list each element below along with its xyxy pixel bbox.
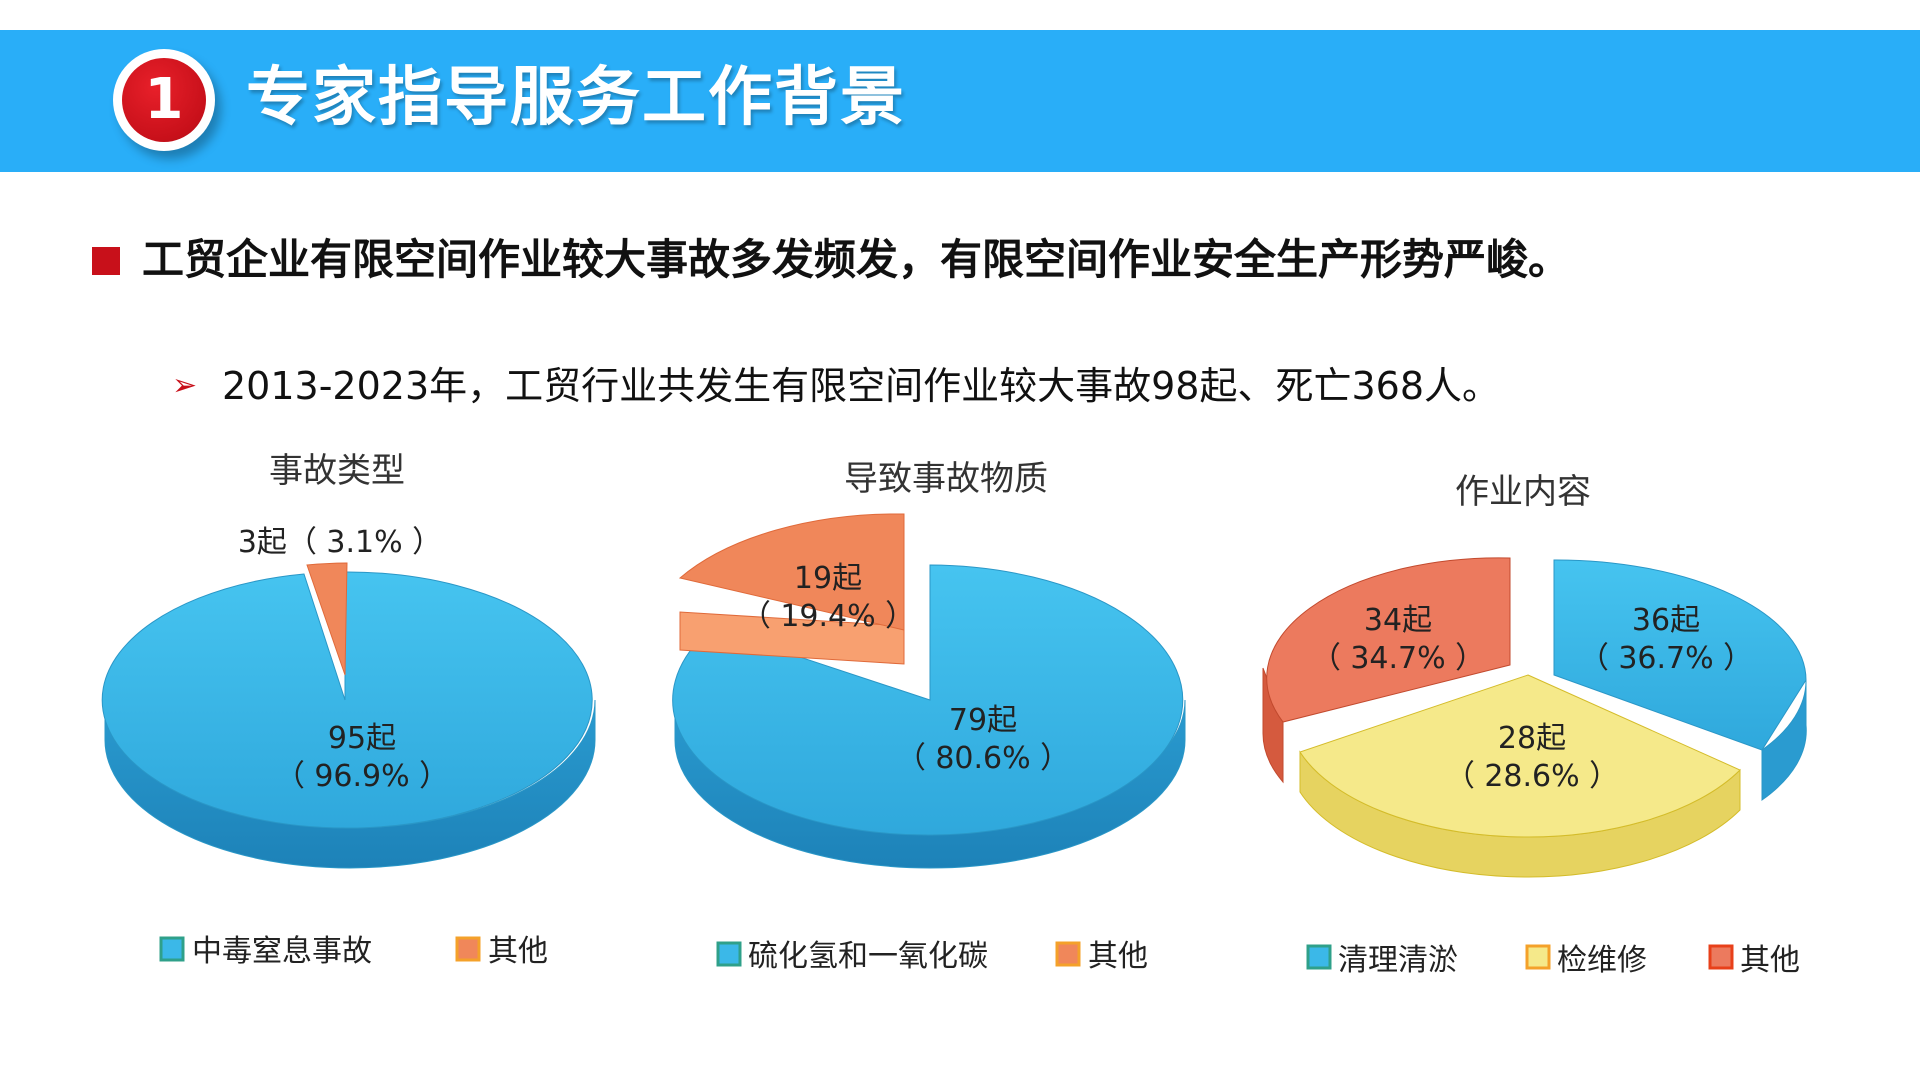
chart1-legend: 中毒窒息事故 其他	[159, 934, 548, 969]
chart3-slice-orange-pct: （ 34.7% ）	[1311, 641, 1485, 676]
chart3-slice-blue-side	[1761, 679, 1807, 801]
section-number-badge: 1	[113, 49, 215, 151]
chart1-slice-other-label: 3起（ 3.1% ）	[238, 525, 442, 560]
chart2-legend-label-1: 其他	[1088, 939, 1148, 974]
chart3-legend-label-1: 检维修	[1557, 943, 1647, 978]
chart2-slice-other-count: 19起	[794, 561, 862, 596]
chart2-slice-main-count: 79起	[949, 703, 1017, 738]
chart2-slice-other-side	[679, 611, 905, 665]
chart3-slice-orange	[1266, 557, 1511, 723]
chart3-slice-orange-count: 34起	[1364, 603, 1432, 638]
chart3-slice-yellow-pct: （ 28.6% ）	[1445, 759, 1619, 794]
chart2-legend-swatch-1	[1055, 941, 1081, 967]
chart2-slice-other	[678, 513, 905, 631]
chart1-slice-main-count: 95起	[328, 721, 396, 756]
chart3-slice-blue-count: 36起	[1632, 603, 1700, 638]
bullet-square-icon	[92, 247, 120, 275]
chart3-slice-blue-pct: （ 36.7% ）	[1579, 641, 1753, 676]
chart3-legend-label-0: 清理清淤	[1338, 943, 1458, 978]
chart3-legend-label-2: 其他	[1740, 943, 1800, 978]
section-number: 1	[122, 58, 206, 142]
chart2-legend-swatch-0	[716, 941, 742, 967]
chart1-slice-main-pct: （ 96.9% ）	[275, 759, 449, 794]
chart3-slice-yellow	[1299, 674, 1741, 838]
headline-text: 工贸企业有限空间作业较大事故多发频发，有限空间作业安全生产形势严峻。	[142, 235, 1571, 284]
chart2-slice-other-pct: （ 19.4% ）	[741, 599, 915, 634]
chart2-legend: 硫化氢和一氧化碳 其他	[716, 939, 1148, 974]
chart3-legend-swatch-0	[1306, 944, 1332, 970]
subline-text: 2013-2023年，工贸行业共发生有限空间作业较大事故98起、死亡368人。	[222, 364, 1501, 408]
chart3-slice-blue	[1553, 559, 1807, 751]
chart1-title: 事故类型	[269, 451, 405, 491]
chart3-slice-yellow-count: 28起	[1498, 721, 1566, 756]
chart3-legend-swatch-1	[1525, 944, 1551, 970]
chart2-legend-label-0: 硫化氢和一氧化碳	[748, 939, 988, 974]
chart1-slice-main	[101, 571, 593, 829]
chart3-title: 作业内容	[1455, 472, 1591, 512]
chart3-legend-swatch-2	[1708, 944, 1734, 970]
chart3-legend: 清理清淤 检维修 其他	[1306, 943, 1800, 978]
chart2-slice-main	[672, 564, 1184, 836]
chart2-pie: 79起 （ 80.6% ） 19起 （ 19.4% ）	[672, 513, 1186, 869]
chart2-slice-main-pct: （ 80.6% ）	[896, 741, 1070, 776]
chart2-title: 导致事故物质	[844, 459, 1048, 499]
chart1-slice-other	[306, 562, 348, 676]
chart1-pie: 95起 （ 96.9% ） 3起（ 3.1% ）	[101, 525, 596, 869]
chart1-legend-label-1: 其他	[488, 934, 548, 969]
arrow-bullet-icon: ➢	[172, 368, 198, 403]
chart1-legend-label-0: 中毒窒息事故	[192, 934, 372, 969]
chart1-legend-swatch-1	[455, 936, 481, 962]
chart3-slice-orange-side	[1262, 667, 1284, 784]
chart3-pie: 36起 （ 36.7% ） 28起 （ 28.6% ） 34起 （ 34.7% …	[1262, 557, 1807, 878]
page-title: 专家指导服务工作背景	[246, 61, 906, 135]
header-banner	[0, 30, 1920, 172]
chart1-legend-swatch-0	[159, 936, 185, 962]
